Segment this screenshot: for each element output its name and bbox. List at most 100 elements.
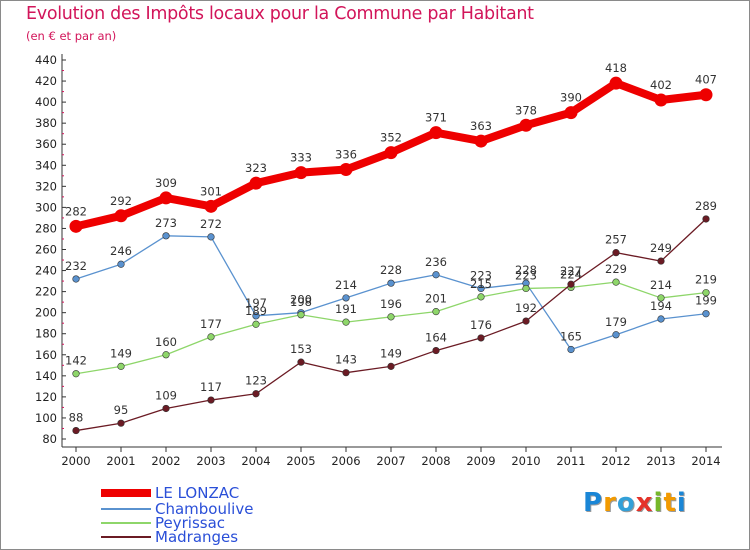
data-point (294, 166, 308, 180)
data-point (207, 333, 215, 341)
data-label: 192 (515, 301, 537, 315)
labels-madranges: 88 95 109 117 123 153 143 149 164 176 192 227 257 249… (69, 199, 717, 425)
data-label: 223 (515, 268, 537, 282)
data-point (522, 284, 530, 293)
legend-swatch-peyrissac (101, 522, 151, 524)
y-tick-label: 200 (35, 306, 57, 320)
data-label: 153 (290, 342, 312, 356)
data-point (297, 311, 305, 319)
x-tick-label: 2000 (61, 454, 90, 468)
data-label: 149 (110, 346, 132, 360)
legend-label-peyrissac: Peyrissac (155, 514, 226, 532)
data-point (432, 271, 440, 279)
data-point (162, 404, 170, 413)
data-label: 160 (155, 335, 177, 349)
data-label: 223 (470, 268, 492, 282)
data-point (474, 134, 488, 148)
data-label: 336 (335, 147, 357, 161)
x-tick-label: 2010 (511, 454, 540, 468)
data-label: 371 (425, 111, 447, 125)
data-point (162, 232, 170, 240)
data-point (702, 215, 710, 223)
data-point (117, 260, 125, 268)
data-point (477, 334, 485, 342)
data-label: 143 (335, 353, 357, 367)
data-label: 179 (605, 315, 627, 329)
data-label: 191 (335, 302, 357, 316)
logo-letter: r (603, 488, 617, 518)
y-tick-label: 300 (35, 200, 57, 214)
data-label: 249 (650, 241, 672, 255)
data-label: 257 (605, 233, 627, 247)
logo-letter: o (616, 488, 636, 518)
data-label: 176 (470, 318, 492, 332)
data-point (249, 176, 263, 190)
data-point (702, 289, 710, 297)
data-label: 407 (695, 73, 717, 87)
data-label: 309 (155, 176, 177, 190)
data-label: 229 (605, 262, 627, 276)
x-tick-label: 2004 (241, 454, 270, 468)
logo-letter: P (583, 488, 604, 518)
data-point (612, 249, 620, 257)
data-label: 273 (155, 216, 177, 230)
data-point (609, 76, 623, 90)
x-tick-label: 2009 (466, 454, 495, 468)
y-tick-label: 140 (35, 369, 57, 383)
data-label: 292 (110, 194, 132, 208)
data-point (297, 358, 305, 366)
data-point (69, 219, 83, 233)
data-point (699, 88, 713, 102)
data-point (339, 162, 353, 176)
data-label: 363 (470, 119, 492, 133)
data-point (387, 279, 395, 287)
data-label: 149 (380, 346, 402, 360)
y-tick-label: 340 (35, 158, 57, 172)
data-label: 282 (65, 204, 87, 218)
data-label: 228 (515, 263, 537, 277)
data-label: 194 (650, 299, 672, 313)
data-point (567, 345, 575, 354)
data-label: 333 (290, 151, 312, 165)
chart-title: Evolution des Impôts locaux pour la Comm… (26, 4, 534, 24)
data-label: 418 (605, 61, 627, 75)
data-point (207, 396, 215, 404)
data-point (342, 294, 350, 302)
y-tick-label: 180 (35, 327, 57, 341)
data-point (387, 313, 395, 321)
data-point (477, 293, 485, 301)
data-label: 189 (245, 304, 267, 318)
data-point (612, 278, 620, 286)
y-tick-label: 80 (42, 432, 57, 446)
data-label: 142 (65, 354, 87, 368)
data-point (432, 308, 440, 316)
data-label: 236 (425, 255, 447, 269)
chart-axes: 80 100 120 140 160 180 200 220 240 260 280 300 320 34… (35, 53, 722, 468)
data-label: 164 (425, 331, 447, 345)
legend-swatch-le-lonzac (101, 489, 151, 497)
data-label: 402 (650, 78, 672, 92)
data-label: 232 (65, 259, 87, 273)
data-point (429, 126, 443, 140)
x-tick-label: 2008 (421, 454, 450, 468)
data-label: 88 (69, 411, 84, 425)
y-tick-label: 160 (35, 348, 57, 362)
x-tick-label: 2006 (331, 454, 360, 468)
data-point (114, 209, 128, 223)
data-point (252, 320, 260, 328)
x-tick-label: 2012 (601, 454, 630, 468)
logo-letter: x (635, 488, 654, 518)
y-tick-label: 220 (35, 285, 57, 299)
data-point (702, 310, 710, 318)
x-tick-label: 2003 (196, 454, 225, 468)
data-label: 117 (200, 380, 222, 394)
x-tick-label: 2007 (376, 454, 405, 468)
data-label: 109 (155, 388, 177, 402)
data-point (564, 106, 578, 120)
data-label: 196 (380, 297, 402, 311)
data-point (432, 346, 440, 355)
data-point (252, 390, 260, 398)
